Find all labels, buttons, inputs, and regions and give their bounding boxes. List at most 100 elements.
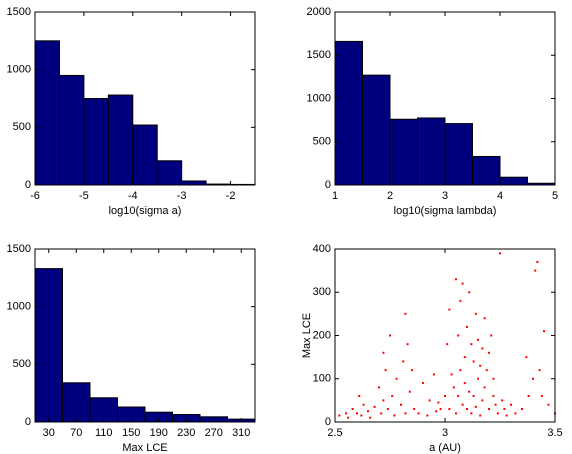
- point: [477, 338, 479, 341]
- x-tick-label: 150: [122, 427, 140, 439]
- point: [408, 390, 411, 393]
- y-tick-label: 1500: [307, 49, 331, 61]
- point: [501, 399, 504, 402]
- point: [463, 382, 466, 385]
- point: [538, 369, 541, 372]
- point: [362, 403, 365, 406]
- x-tick-label: 310: [232, 427, 250, 439]
- point: [479, 364, 482, 367]
- point: [461, 403, 464, 406]
- point: [540, 395, 543, 398]
- point: [373, 405, 376, 408]
- point: [382, 399, 385, 402]
- point: [474, 312, 477, 315]
- point: [470, 343, 473, 346]
- y-tick-label: 400: [313, 243, 331, 255]
- point: [393, 414, 396, 417]
- point: [404, 412, 407, 415]
- point: [532, 377, 534, 380]
- point: [536, 260, 539, 263]
- point: [459, 369, 462, 372]
- point: [481, 399, 484, 402]
- point: [483, 317, 486, 320]
- point: [448, 408, 451, 411]
- point: [455, 278, 457, 281]
- bar: [58, 74, 85, 186]
- y-tick-label: 2000: [307, 6, 331, 18]
- point: [358, 395, 361, 398]
- point: [470, 412, 473, 415]
- point: [439, 408, 442, 411]
- x-tick-label: 110: [95, 427, 113, 439]
- point: [402, 360, 405, 363]
- point: [457, 334, 460, 337]
- plot-area: [335, 249, 555, 422]
- point: [351, 408, 354, 411]
- point: [369, 416, 372, 419]
- point: [492, 395, 495, 398]
- point: [496, 412, 499, 415]
- point: [466, 408, 468, 411]
- point: [466, 325, 468, 328]
- bar: [472, 155, 501, 186]
- axes-box: [34, 248, 256, 423]
- x-tick-label: 3: [442, 190, 448, 202]
- bar: [334, 40, 363, 186]
- bar: [62, 382, 91, 423]
- point: [367, 410, 369, 413]
- point: [490, 334, 493, 337]
- point: [492, 377, 495, 380]
- point: [384, 369, 387, 372]
- x-axis-label: Max LCE: [122, 442, 167, 454]
- x-tick-label: 4: [497, 190, 503, 202]
- point: [391, 395, 394, 398]
- x-tick-label: -3: [177, 190, 187, 202]
- point: [472, 360, 475, 363]
- point: [450, 373, 453, 376]
- bar: [34, 268, 63, 423]
- y-tick-label: 1000: [7, 301, 31, 313]
- point: [461, 282, 464, 285]
- bar: [389, 118, 418, 186]
- point: [433, 373, 435, 376]
- point: [347, 416, 350, 419]
- point: [477, 377, 479, 380]
- point: [499, 252, 501, 255]
- point: [472, 395, 475, 398]
- x-tick-label: 5: [552, 190, 558, 202]
- bar: [417, 117, 446, 186]
- y-tick-label: 1500: [7, 243, 31, 255]
- x-tick-label: 190: [150, 427, 168, 439]
- x-tick-label: 3.5: [547, 427, 562, 439]
- point: [446, 343, 449, 346]
- point: [404, 312, 407, 315]
- point: [521, 408, 523, 411]
- point: [386, 408, 389, 411]
- point: [345, 412, 347, 415]
- bar: [444, 123, 473, 186]
- point: [428, 399, 431, 402]
- point: [488, 351, 490, 354]
- point: [411, 369, 413, 372]
- x-tick-label: -6: [30, 190, 40, 202]
- bar: [83, 98, 109, 186]
- y-tick-label: 500: [13, 358, 31, 370]
- point: [437, 401, 440, 404]
- y-tick-label: 300: [313, 286, 331, 298]
- y-tick-label: 200: [313, 329, 331, 341]
- x-tick-label: -5: [79, 190, 89, 202]
- point: [505, 414, 508, 417]
- y-tick-label: 0: [25, 416, 31, 428]
- point: [527, 395, 530, 398]
- x-axis-label: log10(sigma lambda): [394, 205, 497, 217]
- x-tick-label: 270: [205, 427, 223, 439]
- bar: [362, 74, 391, 186]
- x-tick-label: -2: [226, 190, 236, 202]
- point: [481, 347, 484, 350]
- y-tick-label: 500: [313, 136, 331, 148]
- x-tick-label: 2: [387, 190, 393, 202]
- y-tick-label: 1000: [7, 64, 31, 76]
- point: [360, 414, 363, 417]
- x-tick-label: 2.5: [327, 427, 342, 439]
